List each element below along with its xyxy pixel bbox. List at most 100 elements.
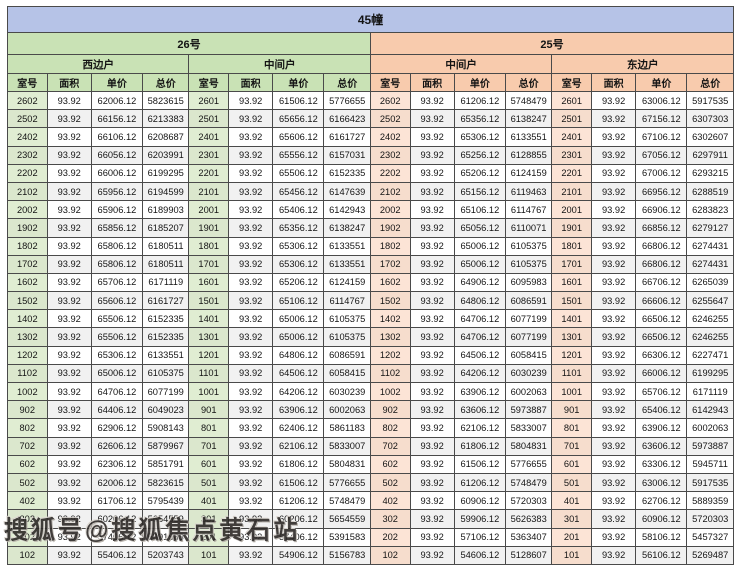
cell-area: 93.92	[409, 363, 455, 384]
cell-unit-price: 66506.12	[635, 327, 688, 347]
cell-unit-price: 60906.12	[453, 491, 506, 511]
column-header-total-price: 总价	[323, 73, 371, 92]
cell-unit-price: 65006.12	[453, 236, 506, 256]
cell-room: 201	[551, 527, 592, 547]
cell-total-price: 6208687	[142, 127, 190, 147]
cell-area: 93.92	[228, 545, 274, 565]
cell-unit-price: 65606.12	[90, 291, 144, 311]
cell-unit-price: 62306.12	[90, 454, 144, 474]
cell-area: 93.92	[46, 363, 92, 384]
cell-area: 93.92	[590, 127, 637, 147]
cell-room: 2501	[188, 109, 230, 129]
cell-total-price: 5879967	[142, 436, 190, 456]
cell-room: 1601	[551, 272, 592, 293]
cell-total-price: 6279127	[686, 218, 734, 238]
cell-total-price: 5861183	[323, 418, 371, 438]
cell-room: 1402	[7, 309, 48, 329]
cell-total-price: 6077199	[504, 327, 553, 347]
cell-room: 2101	[188, 181, 230, 202]
cell-total-price: 5776655	[323, 90, 371, 111]
cell-room: 1602	[7, 272, 48, 293]
cell-total-price: 5908143	[142, 418, 190, 438]
cell-total-price: 5973887	[686, 436, 734, 456]
cell-total-price: 6297911	[686, 145, 734, 165]
cell-total-price: 5851791	[142, 454, 190, 474]
cell-total-price: 5654559	[323, 509, 371, 529]
cell-area: 93.92	[409, 327, 455, 347]
cell-unit-price: 66306.12	[635, 345, 688, 365]
cell-area: 93.92	[46, 200, 92, 220]
cell-total-price: 5833007	[323, 436, 371, 456]
cell-area: 93.92	[590, 381, 637, 402]
cell-area: 93.92	[590, 436, 637, 456]
cell-unit-price: 64806.12	[272, 345, 325, 365]
cell-area: 93.92	[46, 236, 92, 256]
cell-total-price: 6180511	[142, 236, 190, 256]
cell-total-price: 5156783	[323, 545, 371, 565]
cell-unit-price: 65506.12	[90, 327, 144, 347]
cell-area: 93.92	[590, 454, 637, 474]
cell-total-price: 5823615	[142, 90, 190, 111]
cell-unit-price: 66956.12	[635, 181, 688, 202]
cell-unit-price: 65306.12	[90, 345, 144, 365]
cell-total-price: 6105375	[504, 236, 553, 256]
cell-area: 93.92	[46, 309, 92, 329]
cell-total-price: 6227471	[686, 345, 734, 365]
cell-room: 802	[369, 418, 411, 438]
cell-area: 93.92	[590, 545, 637, 565]
cell-total-price: 6194599	[142, 181, 190, 202]
cell-unit-price: 65006.12	[453, 254, 506, 274]
cell-room: 102	[369, 545, 411, 565]
cell-room: 2001	[188, 200, 230, 220]
cell-room: 1301	[551, 327, 592, 347]
cell-area: 93.92	[409, 509, 455, 529]
cell-unit-price: 65606.12	[272, 127, 325, 147]
cell-unit-price: 61506.12	[272, 472, 325, 493]
cell-total-price: 6142943	[323, 200, 371, 220]
cell-room: 2002	[7, 200, 48, 220]
cell-unit-price: 64906.12	[453, 272, 506, 293]
cell-unit-price: 61506.12	[453, 454, 506, 474]
cell-room: 701	[551, 436, 592, 456]
cell-total-price: 6199295	[142, 163, 190, 183]
cell-area: 93.92	[228, 200, 274, 220]
cell-area: 93.92	[590, 218, 637, 238]
cell-area: 93.92	[46, 345, 92, 365]
cell-total-price: 6058415	[323, 363, 371, 384]
cell-unit-price: 62906.12	[90, 418, 144, 438]
cell-room: 901	[188, 400, 230, 420]
cell-room: 2502	[7, 109, 48, 129]
cell-total-price: 5269487	[686, 545, 734, 565]
cell-unit-price: 66706.12	[635, 272, 688, 293]
table-row: 1502 93.92 65606.12 6161727 1501 93.92 65106.1…	[7, 291, 734, 311]
cell-room: 402	[7, 491, 48, 511]
cell-room: 501	[551, 472, 592, 493]
cell-total-price: 5203743	[142, 545, 190, 565]
table-row: 2302 93.92 66056.12 6203991 2301 93.92 65556.1…	[7, 145, 734, 165]
cell-unit-price: 62006.12	[90, 472, 144, 493]
cell-room: 1401	[188, 309, 230, 329]
building-25-header: 25号	[369, 32, 735, 55]
cell-area: 93.92	[590, 90, 637, 111]
cell-unit-price: 65906.12	[90, 200, 144, 220]
table-row: 1602 93.92 65706.12 6171119 1601 93.92 65206.1…	[7, 272, 734, 293]
cell-area: 93.92	[409, 345, 455, 365]
cell-area: 93.92	[409, 545, 455, 565]
cell-room: 302	[369, 509, 411, 529]
cell-room: 901	[551, 400, 592, 420]
cell-unit-price: 64506.12	[272, 363, 325, 384]
cell-room: 2201	[551, 163, 592, 183]
column-header-area: 面积	[228, 73, 274, 92]
column-header-area: 面积	[409, 73, 455, 92]
cell-room: 1102	[7, 363, 48, 384]
cell-area: 93.92	[228, 291, 274, 311]
cell-unit-price: 65106.12	[453, 200, 506, 220]
cell-unit-price: 67156.12	[635, 109, 688, 129]
cell-unit-price: 65406.12	[272, 200, 325, 220]
cell-total-price: 6128855	[504, 145, 553, 165]
cell-area: 93.92	[228, 527, 274, 547]
cell-area: 93.92	[228, 472, 274, 493]
cell-room: 202	[7, 527, 48, 547]
building-title: 45幢	[7, 6, 734, 33]
cell-area: 93.92	[409, 400, 455, 420]
